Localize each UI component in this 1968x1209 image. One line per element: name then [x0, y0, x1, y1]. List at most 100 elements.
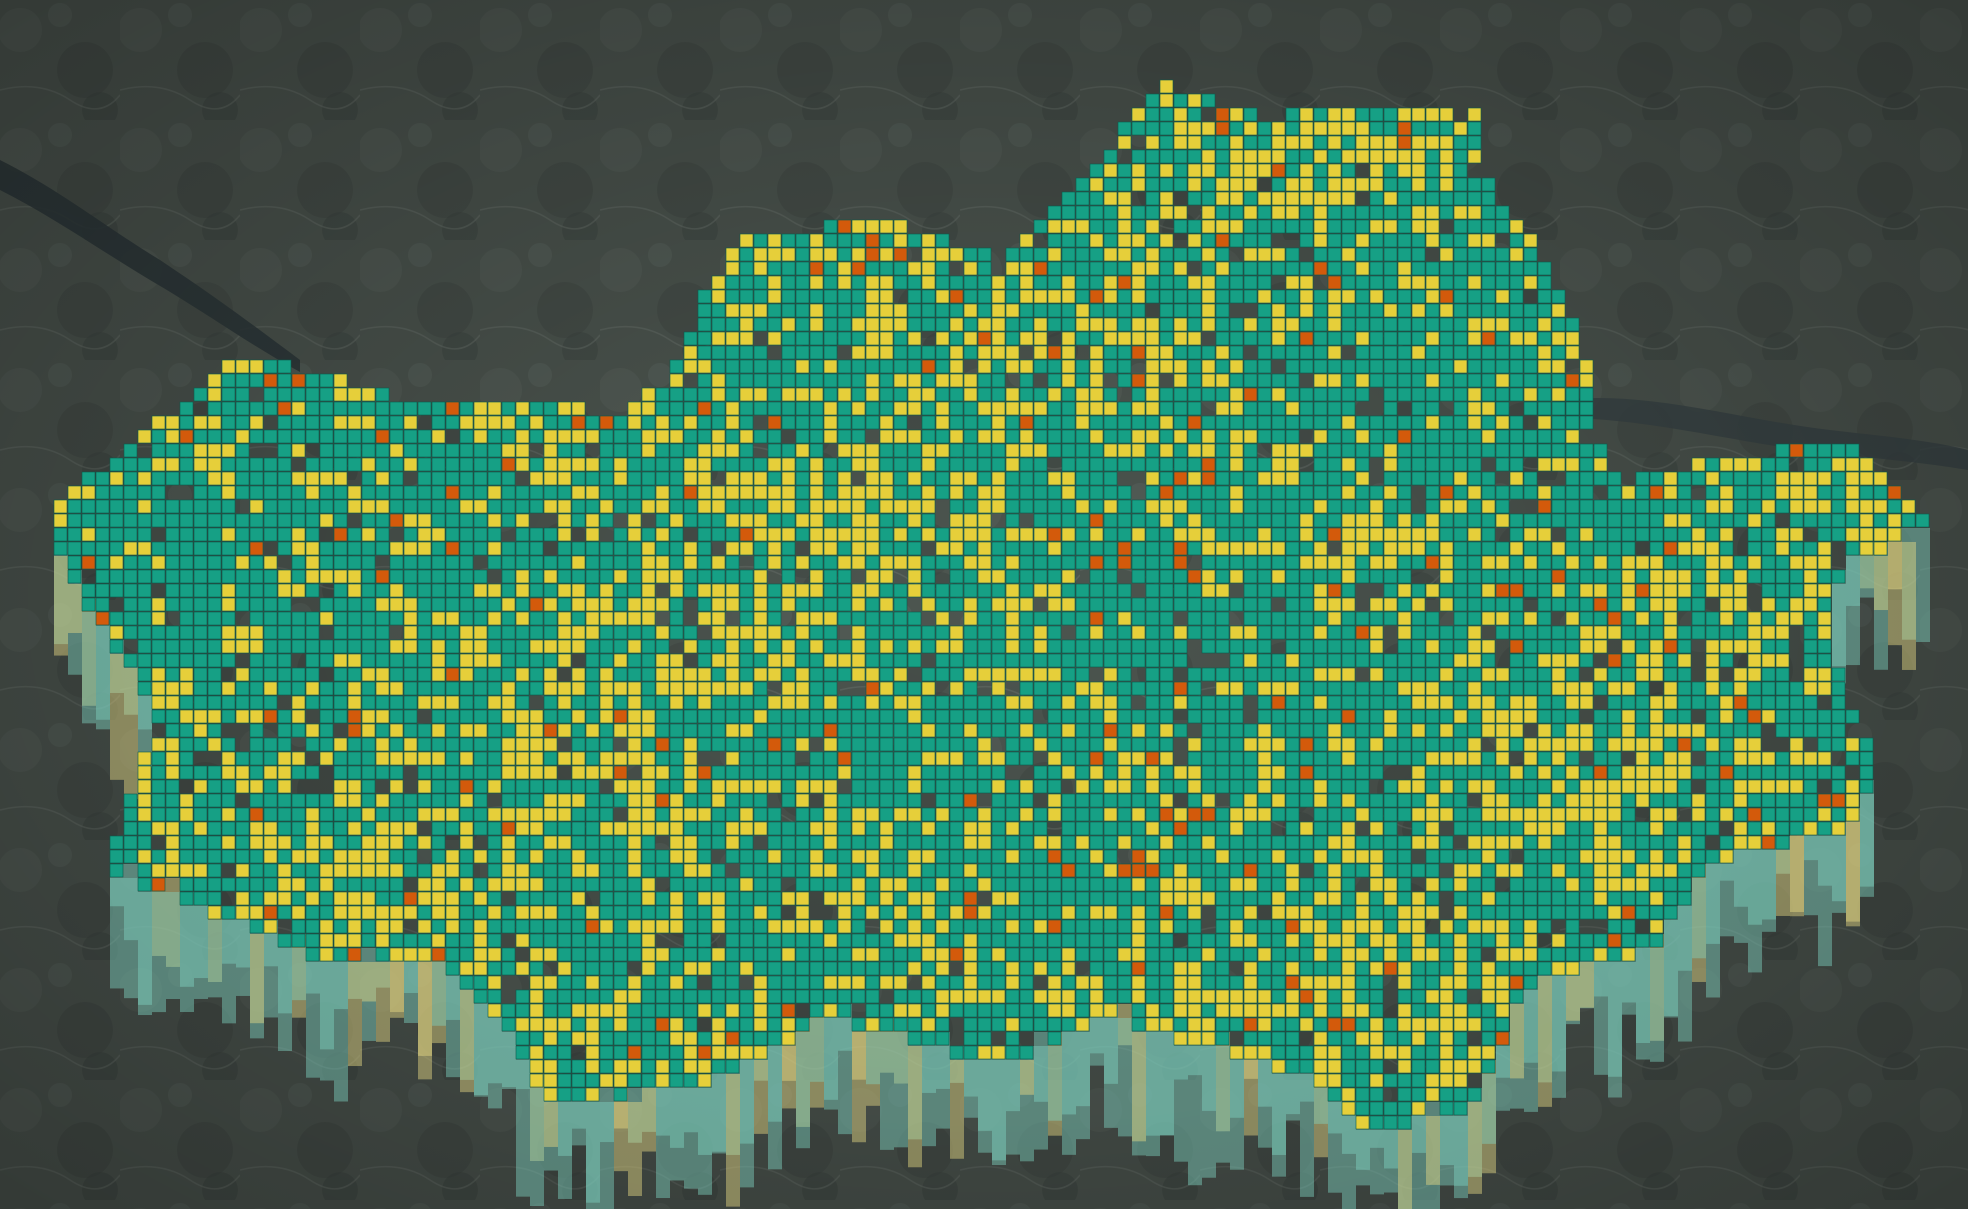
- grid-cell-mid: [1215, 849, 1230, 864]
- grid-cell-low: [711, 765, 726, 780]
- grid-cell-mid: [515, 611, 530, 626]
- grid-cell-low: [207, 877, 222, 892]
- grid-cell-mid: [515, 821, 530, 836]
- grid-cell-low: [487, 443, 502, 458]
- grid-cell-mid: [557, 583, 572, 598]
- grid-cell-low: [1369, 205, 1384, 220]
- grid-cell-low: [249, 569, 264, 584]
- extrusion-wall: [166, 892, 180, 1000]
- grid-cell-low: [431, 765, 446, 780]
- grid-cell-mid: [1285, 961, 1300, 976]
- grid-cell-low: [1145, 457, 1160, 472]
- grid-cell-mid: [669, 891, 684, 906]
- grid-cell-mid: [403, 821, 418, 836]
- grid-cell-low: [1215, 1017, 1230, 1032]
- grid-cell-low: [1173, 401, 1188, 416]
- grid-cell-low: [1019, 247, 1034, 262]
- grid-cell-low: [809, 807, 824, 822]
- grid-cell-mid: [333, 863, 348, 878]
- grid-cell-low: [445, 779, 460, 794]
- grid-cell-mid: [1313, 1059, 1328, 1074]
- grid-cell-mid: [599, 611, 614, 626]
- grid-cell-mid: [319, 471, 334, 486]
- grid-cell-low: [767, 891, 782, 906]
- grid-cell-mid: [977, 541, 992, 556]
- grid-cell-mid: [1257, 191, 1272, 206]
- grid-cell-mid: [1341, 793, 1356, 808]
- grid-cell-low: [949, 331, 964, 346]
- grid-cell-mid: [277, 863, 292, 878]
- grid-cell-mid: [963, 303, 978, 318]
- grid-cell-low: [1019, 905, 1034, 920]
- grid-cell-low: [823, 233, 838, 248]
- grid-cell-mid: [319, 513, 334, 528]
- grid-cell-low: [1271, 625, 1286, 640]
- grid-cell-mid: [1019, 597, 1034, 612]
- grid-cell-low: [935, 821, 950, 836]
- grid-cell-low: [277, 387, 292, 402]
- grid-cell-low: [417, 933, 432, 948]
- grid-cell-mid: [1285, 135, 1300, 150]
- grid-cell-low: [1327, 331, 1342, 346]
- grid-cell-low: [487, 989, 502, 1004]
- grid-cell-mid: [921, 975, 936, 990]
- grid-cell-low: [179, 415, 194, 430]
- grid-cell-low: [137, 821, 152, 836]
- grid-cell-low: [473, 443, 488, 458]
- grid-cell-mid: [375, 835, 390, 850]
- grid-cell-mid: [571, 401, 586, 416]
- grid-cell-low: [305, 583, 320, 598]
- grid-cell-mid: [893, 555, 908, 570]
- grid-cell-low: [389, 401, 404, 416]
- grid-cell-mid: [1243, 317, 1258, 332]
- grid-cell-low: [1201, 485, 1216, 500]
- grid-cell-mid: [991, 317, 1006, 332]
- grid-cell-high: [1397, 135, 1412, 150]
- grid-cell-low: [1145, 793, 1160, 808]
- grid-cell-low: [1229, 905, 1244, 920]
- grid-cell-low: [1355, 289, 1370, 304]
- grid-cell-low: [263, 527, 278, 542]
- grid-cell-low: [1397, 695, 1412, 710]
- grid-cell-low: [851, 723, 866, 738]
- grid-cell-mid: [347, 905, 362, 920]
- grid-cell-low: [501, 429, 516, 444]
- grid-cell-low: [1117, 485, 1132, 500]
- grid-cell-low: [1173, 93, 1188, 108]
- grid-cell-low: [921, 317, 936, 332]
- extrusion-wall: [1328, 1102, 1342, 1134]
- grid-cell-low: [991, 835, 1006, 850]
- grid-cell-mid: [1257, 779, 1272, 794]
- grid-cell-low: [277, 443, 292, 458]
- grid-cell-low: [683, 709, 698, 724]
- grid-cell-low: [739, 737, 754, 752]
- grid-cell-low: [921, 877, 936, 892]
- grid-cell-low: [361, 401, 376, 416]
- grid-cell-low: [879, 611, 894, 626]
- grid-cell-mid: [417, 779, 432, 794]
- grid-cell-low: [781, 765, 796, 780]
- grid-cell-low: [935, 849, 950, 864]
- grid-cell-mid: [627, 415, 642, 430]
- grid-cell-mid: [1243, 247, 1258, 262]
- extrusion-wall: [824, 1004, 838, 1100]
- grid-cell-mid: [991, 303, 1006, 318]
- extrusion-wall: [432, 948, 446, 1044]
- grid-cell-high: [1159, 807, 1174, 822]
- grid-cell-low: [823, 513, 838, 528]
- grid-cell-mid: [347, 793, 362, 808]
- grid-cell-low: [669, 1059, 684, 1074]
- grid-cell-mid: [417, 807, 432, 822]
- grid-cell-low: [1285, 1059, 1300, 1074]
- grid-cell-low: [1019, 555, 1034, 570]
- extrusion-wall: [1524, 976, 1538, 1112]
- grid-cell-mid: [823, 793, 838, 808]
- grid-cell-low: [739, 709, 754, 724]
- grid-cell-low: [571, 1087, 586, 1102]
- grid-cell-low: [1271, 751, 1286, 766]
- grid-cell-low: [1285, 163, 1300, 178]
- grid-cell-mid: [151, 737, 166, 752]
- grid-cell-low: [1369, 233, 1384, 248]
